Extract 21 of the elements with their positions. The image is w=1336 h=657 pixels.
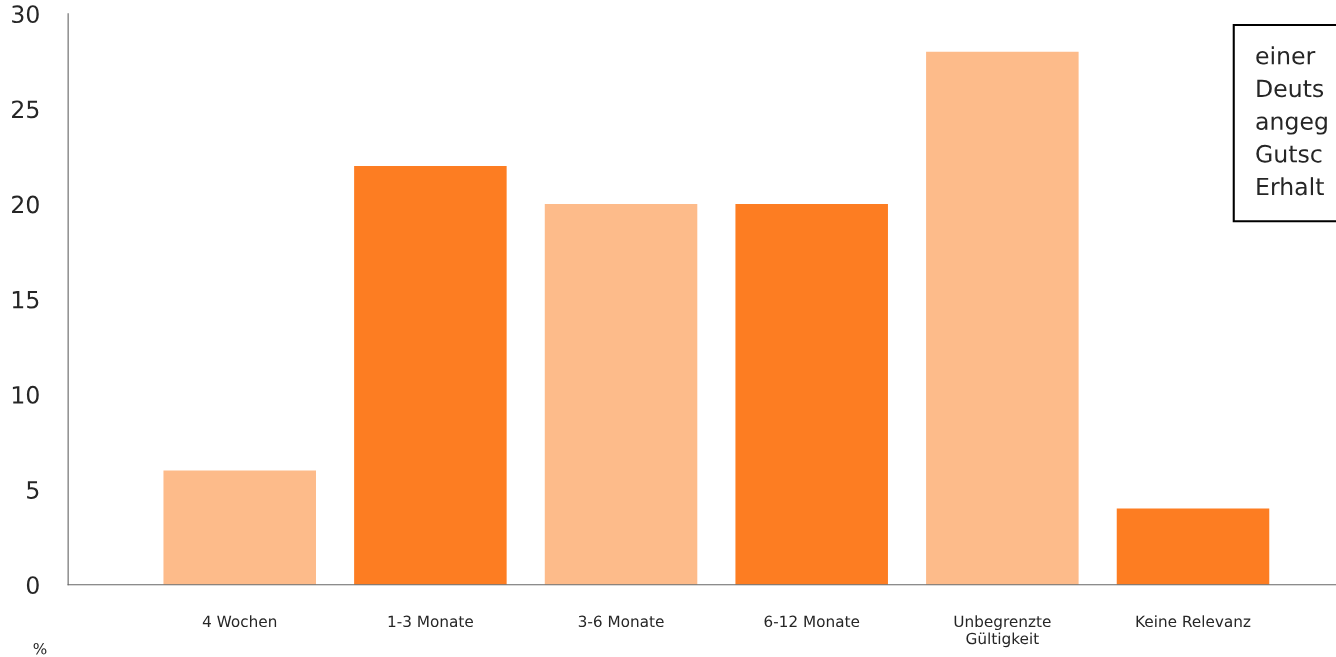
x-tick-label: Unbegrenzte Gültigkeit (954, 615, 1051, 648)
bar (163, 470, 316, 585)
x-tick-label: 4 Wochen (202, 615, 277, 628)
y-tick-label: 10 (12, 385, 39, 404)
bar (544, 204, 698, 585)
annotation: einer Deuts angeg Gutsc Erhalt (1256, 46, 1327, 196)
y-tick-label: 30 (12, 5, 39, 24)
bar (735, 204, 888, 585)
x-tick-label: Keine Relevanz (1136, 615, 1251, 628)
bar (926, 51, 1079, 585)
y-tick-label: 5 (27, 481, 39, 499)
y-axis-title: % (33, 642, 47, 655)
x-tick-label: 3-6 Monate (578, 615, 664, 628)
y-tick-label: 25 (12, 100, 39, 119)
bar (354, 166, 507, 585)
x-tick-label: 6-12 Monate (764, 615, 860, 628)
bar (1116, 508, 1270, 585)
y-tick-label: 15 (12, 291, 39, 309)
y-tick-label: 20 (12, 195, 39, 214)
y-tick-label: 0 (26, 576, 39, 595)
x-tick-label: 1-3 Monate (388, 615, 473, 628)
